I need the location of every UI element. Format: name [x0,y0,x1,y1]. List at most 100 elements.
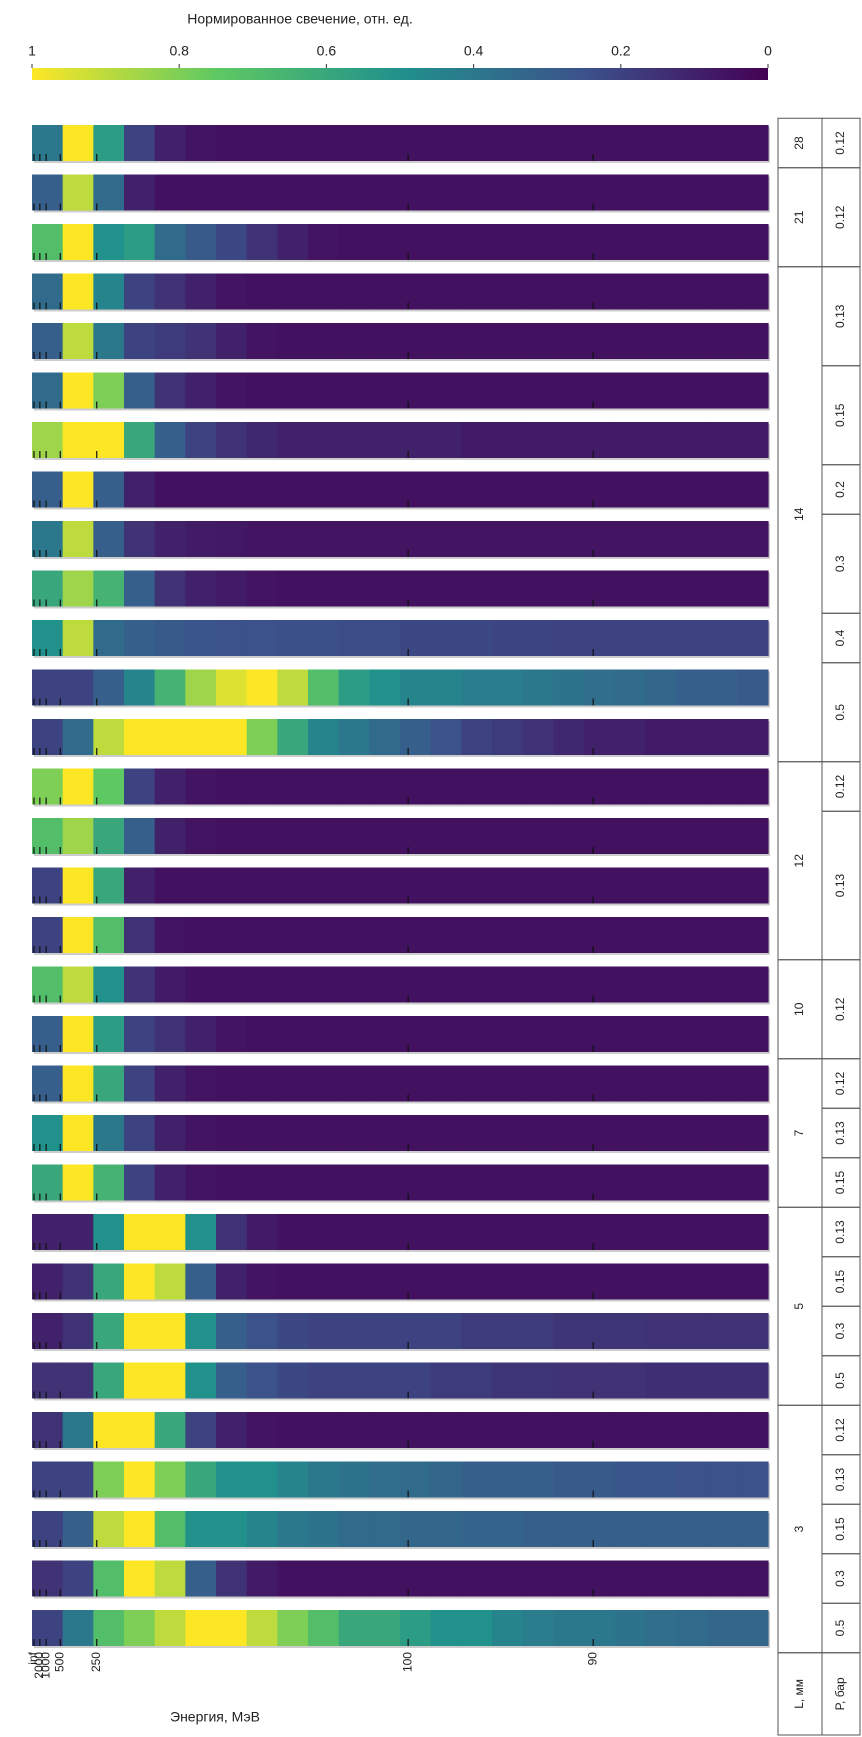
intensity-cell [614,372,646,409]
intensity-cell [369,1263,401,1300]
intensity-cell [430,422,462,458]
intensity-cell [553,1016,585,1052]
intensity-cell [430,1263,462,1300]
intensity-cell [246,1016,278,1052]
intensity-cell [461,1214,493,1250]
intensity-cell [553,917,585,953]
intensity-cell [124,917,156,953]
intensity-cell [369,1511,401,1547]
intensity-cell [62,422,94,458]
intensity-cell [400,521,432,557]
intensity-cell [216,1461,248,1498]
intensity-cell [154,422,186,458]
intensity-cell [400,867,432,904]
intensity-cell [737,174,769,211]
intensity-cell [706,471,738,508]
intensity-cell [400,1016,432,1052]
intensity-cell [308,1610,340,1646]
intensity-cell [553,867,585,904]
intensity-cell [124,471,156,508]
intensity-cell [93,174,125,211]
intensity-cell [62,1412,94,1448]
intensity-cell [124,1115,156,1151]
intensity-cell [216,719,248,755]
intensity-cell [645,1115,677,1151]
intensity-cell [246,224,278,260]
intensity-cell [492,1412,524,1448]
intensity-cell [400,1362,432,1399]
p-label: 0.13 [833,873,847,897]
intensity-cell [461,521,493,557]
intensity-cell [706,273,738,310]
intensity-cell [737,1610,769,1646]
intensity-cell [62,521,94,557]
intensity-cell [645,1016,677,1052]
intensity-cell [492,1016,524,1052]
colorbar-tick-label: 0.8 [169,43,189,59]
intensity-cell [430,867,462,904]
intensity-cell [461,1461,493,1498]
intensity-cell [338,1362,370,1399]
l-label: 12 [792,854,806,868]
intensity-cell [62,471,94,508]
intensity-cell [430,1065,462,1102]
intensity-cell [461,669,493,706]
intensity-cell [614,768,646,805]
intensity-cell [676,867,708,904]
intensity-cell [706,1263,738,1300]
intensity-cell [614,669,646,706]
intensity-cell [93,620,125,656]
intensity-cell [461,323,493,359]
intensity-cell [706,422,738,458]
intensity-cell [369,1016,401,1052]
intensity-cell [461,1560,493,1597]
intensity-cell [461,422,493,458]
intensity-cell [400,1461,432,1498]
intensity-cell [246,570,278,607]
intensity-cell [62,323,94,359]
intensity-cell [185,917,217,953]
p-label: 0.5 [833,704,847,721]
intensity-cell [461,125,493,161]
intensity-cell [522,1461,554,1498]
p-label: 0.3 [833,1322,847,1339]
intensity-cell [492,372,524,409]
intensity-cell [154,521,186,557]
intensity-cell [277,1412,309,1448]
intensity-cell [584,818,616,854]
p-label: 0.5 [833,1372,847,1389]
intensity-cell [277,471,309,508]
intensity-cell [522,917,554,953]
intensity-cell [32,1313,64,1349]
intensity-cell [430,768,462,805]
intensity-cell [246,867,278,904]
intensity-cell [277,570,309,607]
intensity-cell [676,1263,708,1300]
intensity-cell [93,471,125,508]
intensity-cell [277,1065,309,1102]
intensity-cell [93,125,125,161]
intensity-cell [430,620,462,656]
intensity-cell [154,174,186,211]
intensity-cell [216,1065,248,1102]
intensity-cell [185,422,217,458]
intensity-cell [154,1560,186,1597]
intensity-cell [706,917,738,953]
intensity-cell [430,1461,462,1498]
intensity-cell [492,125,524,161]
intensity-cell [492,273,524,310]
intensity-cell [553,1511,585,1547]
intensity-cell [32,372,64,409]
intensity-cell [614,1461,646,1498]
intensity-cell [522,1313,554,1349]
x-tick-label: 2000 [32,1652,46,1679]
intensity-cell [246,1362,278,1399]
intensity-cell [308,1016,340,1052]
intensity-cell [32,620,64,656]
intensity-cell [32,1610,64,1646]
intensity-cell [706,719,738,755]
intensity-cell [338,372,370,409]
intensity-cell [308,1214,340,1250]
intensity-cell [154,1115,186,1151]
intensity-cell [62,372,94,409]
